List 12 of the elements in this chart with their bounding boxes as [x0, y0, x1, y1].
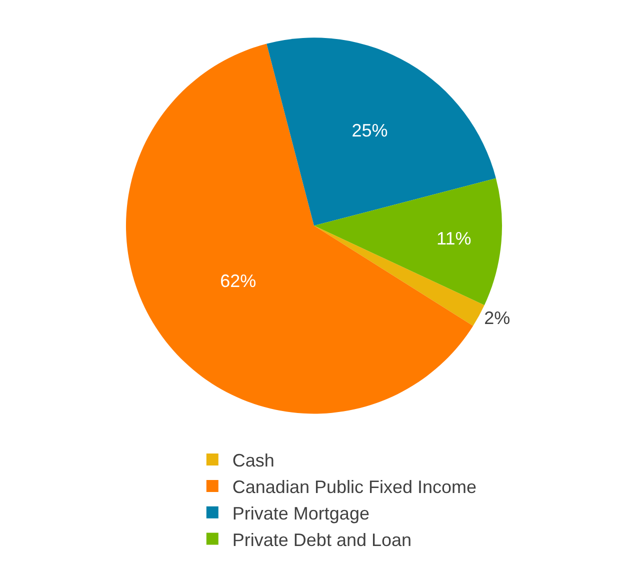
- pie-slice: [266, 38, 496, 226]
- legend-label: Private Mortgage: [232, 503, 370, 524]
- data-label: 2%: [484, 308, 510, 328]
- legend-label: Canadian Public Fixed Income: [232, 476, 477, 497]
- data-label: 62%: [220, 271, 256, 292]
- data-label: 11%: [436, 228, 472, 248]
- pie-slice: [314, 178, 502, 306]
- legend-label: Private Debt and Loan: [232, 530, 412, 550]
- pie-slice: [126, 44, 474, 414]
- pie-slice: [314, 226, 484, 326]
- data-label: 25%: [352, 120, 388, 141]
- legend-label: Cash: [232, 450, 274, 471]
